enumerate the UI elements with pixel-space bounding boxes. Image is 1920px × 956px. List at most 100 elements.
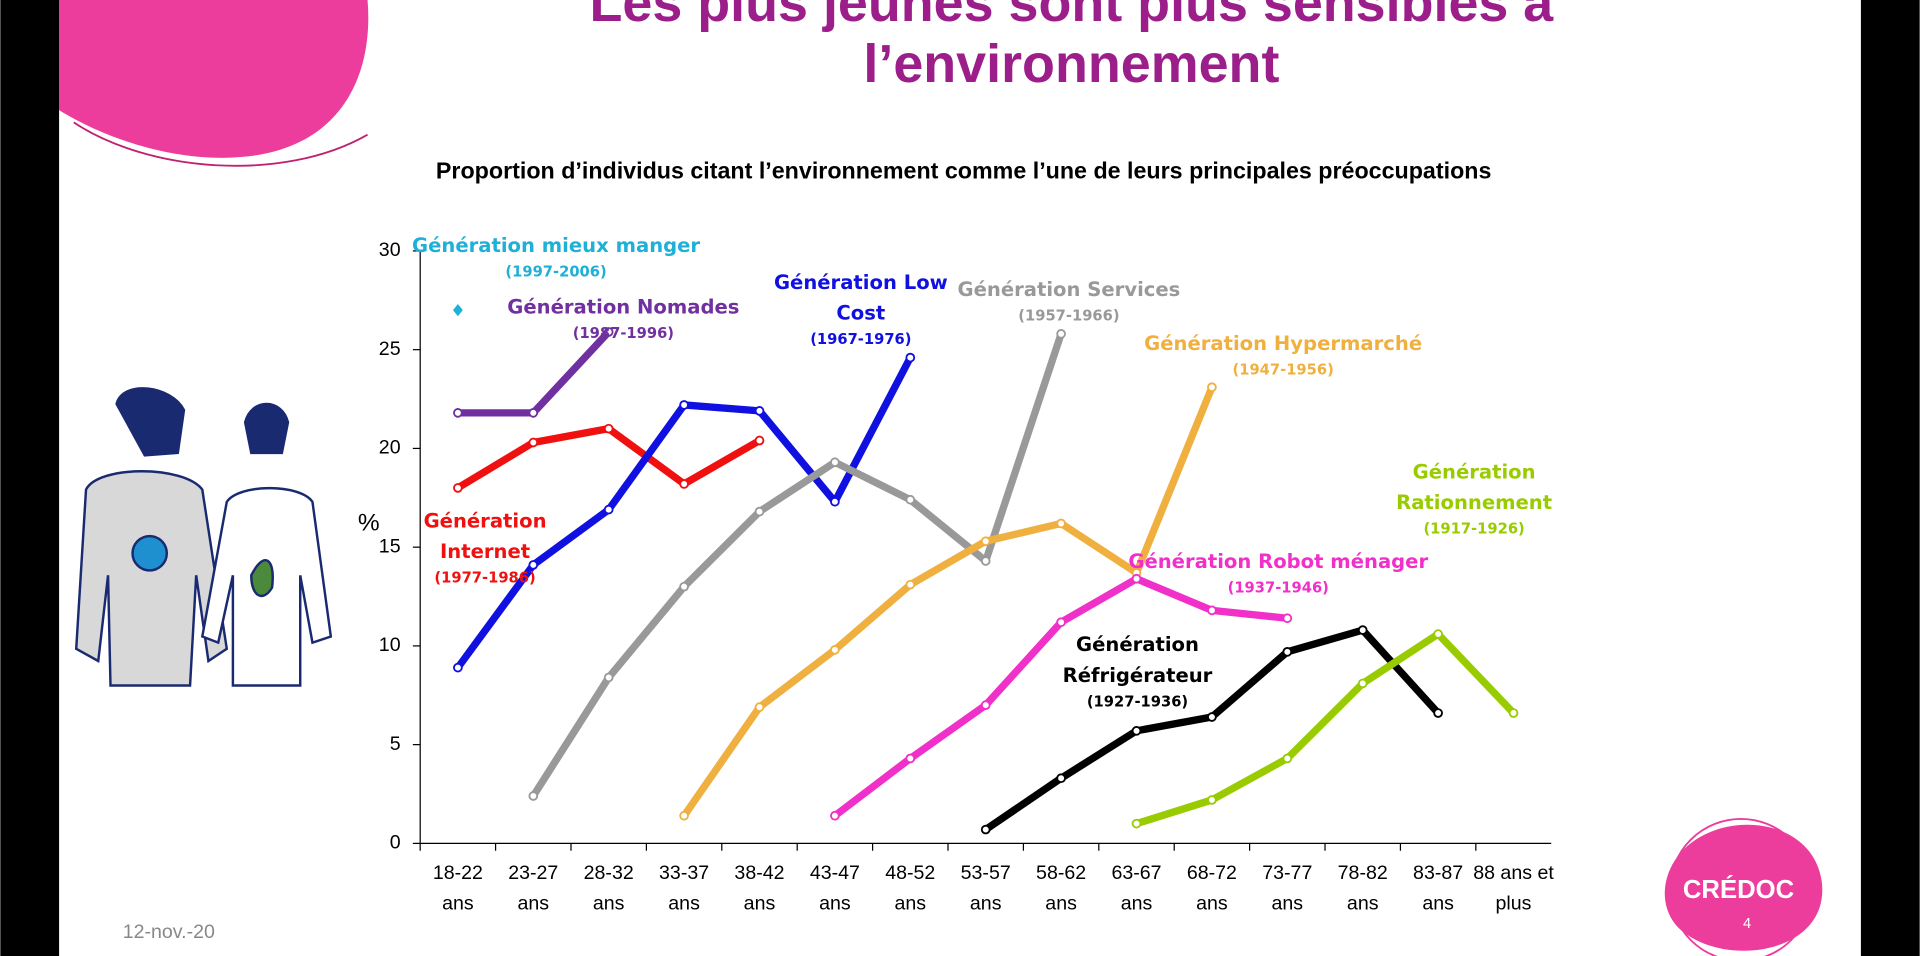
point-marker	[754, 506, 765, 517]
series-years: (1967-1976)	[810, 330, 912, 348]
left-bar	[0, 0, 60, 956]
point-marker	[754, 406, 765, 416]
series-label-box: Génération Robot ménager (1937-1946)	[1119, 546, 1437, 599]
series-name: Génération Réfrigérateur	[1062, 632, 1213, 687]
x-tick-box: 48-52 ans	[885, 863, 935, 914]
x-tick-box: 63-67 ans	[1111, 862, 1162, 915]
series-years: (1927-1936)	[1086, 692, 1189, 710]
x-tick-label: 88 ans et plus	[1473, 862, 1554, 915]
point-marker	[453, 408, 463, 418]
point-marker	[1056, 773, 1066, 784]
x-tick-box: 38-42 ans	[734, 863, 784, 914]
x-tick-label: 63-67 ans	[1111, 862, 1162, 915]
point-marker	[1131, 818, 1142, 829]
point-marker	[980, 556, 991, 566]
point-marker	[980, 824, 991, 835]
series-line	[681, 385, 1216, 818]
series-label-box: Génération Réfrigérateur (1927-1936)	[1058, 629, 1217, 712]
x-tick-label: 68-72 ans	[1186, 862, 1237, 915]
series-label: Génération Robot ménager (1937-1946)	[1119, 546, 1437, 599]
point-marker	[603, 327, 614, 337]
series-label: Génération Services (1957-1966)	[934, 274, 1203, 327]
x-tick-box: 43-47 ans	[809, 862, 860, 915]
point-marker	[1131, 573, 1142, 584]
point-marker	[603, 504, 614, 515]
point-marker	[528, 437, 539, 448]
series-years: (1987-1996)	[572, 324, 675, 342]
x-tick-label: 43-47 ans	[809, 862, 860, 915]
point-marker	[1357, 625, 1368, 635]
series-years: (1947-1956)	[1232, 361, 1334, 379]
series-name: Génération mieux manger	[412, 233, 701, 258]
x-tick-box: 73-77 ans	[1262, 863, 1312, 914]
x-tick-label: 78-82 ans	[1337, 862, 1388, 915]
series-label: Génération Low Cost (1967-1976)	[769, 267, 953, 350]
point-marker	[452, 304, 463, 317]
point-marker	[830, 810, 840, 821]
series-name: Génération Robot ménager	[1128, 549, 1429, 573]
point-marker	[1433, 708, 1443, 718]
point-marker	[905, 352, 916, 363]
point-marker	[603, 423, 614, 434]
point-marker	[453, 483, 463, 493]
series-name: Génération Low Cost	[773, 270, 948, 325]
y-tick-label: 20	[379, 437, 401, 459]
point-marker	[1207, 382, 1217, 393]
chart: 0 5 10 15 20 25 30 18-22 ans 23-27 ans 28-32 ans 3…	[379, 233, 1554, 915]
y-axis-label: %	[358, 509, 380, 536]
logo-blob	[1664, 824, 1823, 951]
point-marker	[905, 494, 916, 505]
series-years: (1957-1966)	[1018, 307, 1120, 325]
x-tick-box: 78-82 ans	[1337, 862, 1388, 915]
point-marker	[1357, 678, 1368, 689]
x-tick-box: 68-72 ans	[1186, 862, 1237, 915]
series-name: Génération Services	[957, 277, 1181, 302]
page-number: 4	[1743, 916, 1751, 932]
point-marker	[1131, 725, 1142, 736]
series-label: Génération Réfrigérateur (1927-1936)	[1058, 629, 1217, 712]
series-name: Génération Nomades	[507, 295, 740, 319]
chart-subtitle: Proportion d’individus citant l’environn…	[436, 158, 1491, 184]
point-marker	[980, 536, 991, 547]
series-label-box: Génération mieux manger (1997-2006)	[412, 233, 701, 281]
series-years: (1937-1946)	[1227, 578, 1329, 597]
x-tick-box: 53-57 ans	[961, 863, 1011, 914]
point-marker	[1282, 646, 1293, 657]
point-marker	[528, 408, 539, 418]
point-marker	[1207, 712, 1217, 722]
point-marker	[679, 400, 689, 410]
point-marker	[453, 662, 463, 673]
x-tick-box: 83-87 ans	[1413, 863, 1463, 914]
point-marker	[1056, 329, 1066, 339]
x-tick-box: 33-37 ans	[659, 862, 710, 915]
series-name: Génération Internet	[423, 509, 547, 564]
point-marker	[754, 435, 765, 446]
point-marker	[1282, 613, 1293, 624]
point-marker	[1056, 617, 1066, 628]
point-marker	[679, 581, 689, 592]
point-marker	[679, 479, 689, 489]
x-tick-label: 28-32 ans	[583, 862, 634, 915]
series-label-box: Génération Rationnement (1917-1926)	[1396, 460, 1553, 537]
point-marker	[1433, 629, 1443, 639]
series-years: (1997-2006)	[505, 263, 607, 281]
series-years: (1977-1986)	[434, 569, 536, 587]
series-label: Génération Nomades (1987-1996)	[489, 291, 758, 344]
x-tick-label: 58-62 ans	[1036, 862, 1087, 915]
x-tick-label: 18-22 ans	[432, 862, 483, 915]
point-marker	[905, 579, 916, 590]
x-tick-box: 28-32 ans	[583, 862, 634, 915]
y-tick-label: 15	[379, 535, 401, 557]
illustration	[74, 387, 333, 687]
y-tick-label: 5	[390, 733, 401, 755]
series-label-box: Génération Low Cost (1967-1976)	[769, 267, 953, 350]
point-marker	[980, 700, 991, 710]
series-label: Génération Internet (1977-1986)	[418, 506, 553, 589]
series-name: Génération Rationnement	[1396, 460, 1553, 515]
point-marker	[679, 810, 689, 821]
x-tick-box: 18-22 ans	[432, 862, 483, 915]
logo-ring	[1669, 818, 1813, 956]
point-marker	[1282, 753, 1293, 764]
x-tick-label: 33-37 ans	[659, 862, 710, 915]
